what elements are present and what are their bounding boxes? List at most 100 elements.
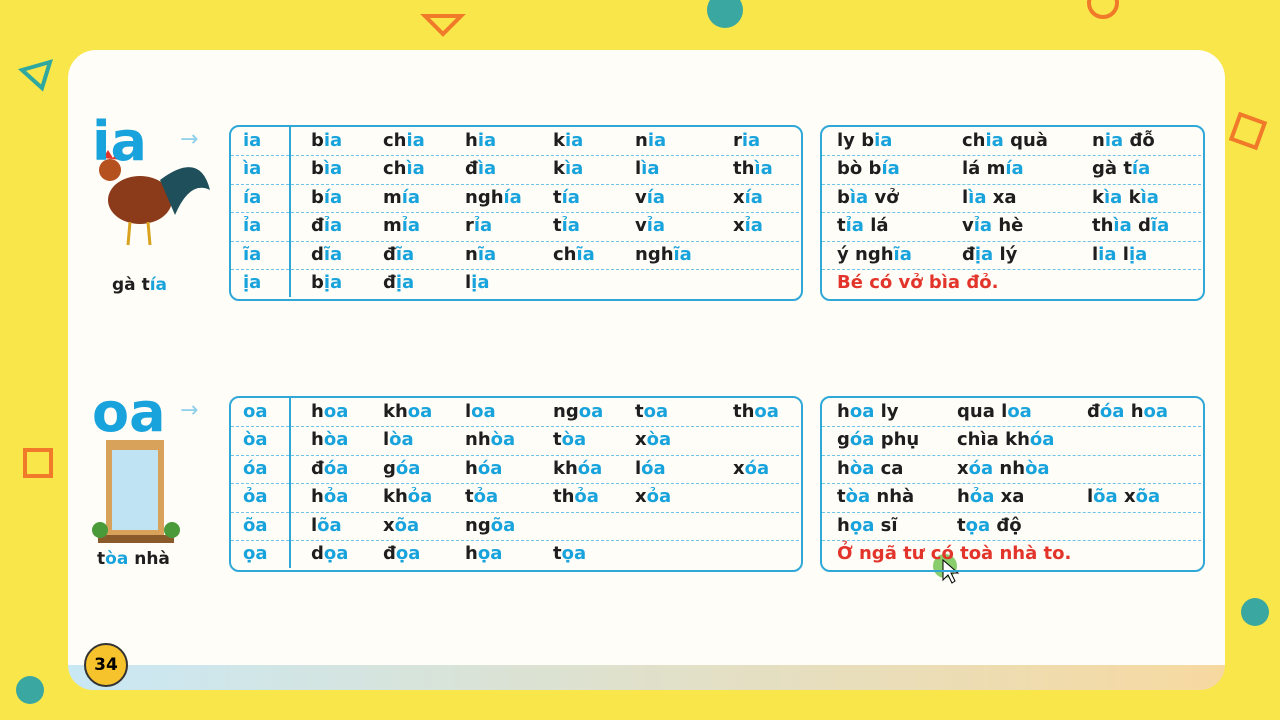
row-rule [822,155,1201,157]
row-rule [822,483,1201,485]
phrase: vỉa hè [962,215,1024,237]
word: kìa [553,158,584,180]
vowel-table [229,396,803,573]
phrase: ly bia [837,130,893,151]
phrase: thìa dĩa [1092,215,1170,237]
phrase: xóa nhòa [957,457,1050,479]
paper [68,50,1225,690]
section-title: oa [92,381,166,444]
row-rule [231,454,799,456]
word: địa [383,272,415,293]
row-rule [822,212,1201,214]
phrase: địa lý [962,243,1018,265]
word: tỏa [465,486,499,508]
word: hóa [465,457,503,479]
word: xóa [733,457,770,479]
word: dĩa [311,243,343,265]
word: bia [311,130,343,151]
arrow: → [180,398,199,423]
word: xía [733,186,763,208]
vowel-form: ỏa [243,486,268,508]
row-rule [822,269,1201,270]
word: đóa [311,457,349,479]
word: lịa [465,272,490,293]
phrase: hòa ca [837,457,904,479]
phrase: hỏa xa [957,486,1025,508]
phrase-table [820,125,1205,302]
row-rule [231,212,799,214]
phrase: ý nghĩa [837,243,912,265]
phrase: chia quà [962,130,1048,151]
vowel-form: ọa [243,543,268,564]
vowel-form: òa [243,429,268,451]
word: tỉa [553,215,580,237]
vowel-form: õa [243,514,268,536]
word: thỏa [553,486,599,508]
row-rule [822,240,1201,242]
phrase: góa phụ [837,429,920,451]
word: vía [635,186,666,208]
phrase: hoa ly [837,401,899,422]
word: hia [465,130,497,151]
building [92,440,180,543]
caption: tòa nhà [97,549,170,569]
word: thoa [733,401,779,422]
row-rule [822,511,1201,513]
word: hòa [311,429,349,451]
row-rule [822,454,1201,456]
word: tọa [553,543,587,564]
word: chia [383,130,425,151]
word: loa [465,401,496,422]
word: ria [733,130,761,151]
caption: gà tía [112,275,168,295]
word: khóa [553,457,603,479]
word: ngoa [553,401,604,422]
phrase: lõa xõa [1087,486,1161,508]
word: vỉa [635,215,666,237]
word: xòa [635,429,672,451]
word: đọa [383,543,421,564]
section-title: ia [92,110,147,173]
word: lòa [383,429,414,451]
word: lóa [635,457,666,479]
word: chĩa [553,243,595,265]
vowel-form: ìa [243,158,262,180]
row-rule [822,426,1201,428]
word: hoa [311,401,349,422]
phrase: tọa độ [957,514,1022,536]
word: toa [635,401,669,422]
word: khỏa [383,486,433,508]
vowel-table [229,125,803,302]
vowel-form: óa [243,457,268,479]
phrase: kìa kìa [1092,186,1159,208]
vowel-form: ĩa [243,243,262,265]
word: xỏa [635,486,672,508]
word: thìa [733,158,773,180]
word: mỉa [383,215,421,237]
phrase: qua loa [957,401,1032,422]
row-rule [822,540,1201,541]
word: hỏa [311,486,349,508]
word: rỉa [465,215,493,237]
phrase: lá mía [962,158,1024,180]
word: mía [383,186,421,208]
vowel-form: ía [243,186,262,208]
word: tòa [553,429,587,451]
page-number: 34 [84,643,128,687]
row-rule [231,155,799,157]
word: đỉa [311,215,343,237]
phrase: lìa xa [962,186,1017,208]
row-rule [231,511,799,513]
phrase: lia lịa [1092,243,1148,265]
word: bịa [311,272,343,293]
row-rule [822,183,1201,185]
word: bìa [311,158,343,180]
phrase: họa sĩ [837,514,898,536]
vowel-form: ỉa [243,215,262,237]
phrase: bò bía [837,158,900,180]
word: khoa [383,401,433,422]
row-rule [231,426,799,428]
phrase: nia đỗ [1092,130,1155,151]
arrow: → [180,127,199,152]
